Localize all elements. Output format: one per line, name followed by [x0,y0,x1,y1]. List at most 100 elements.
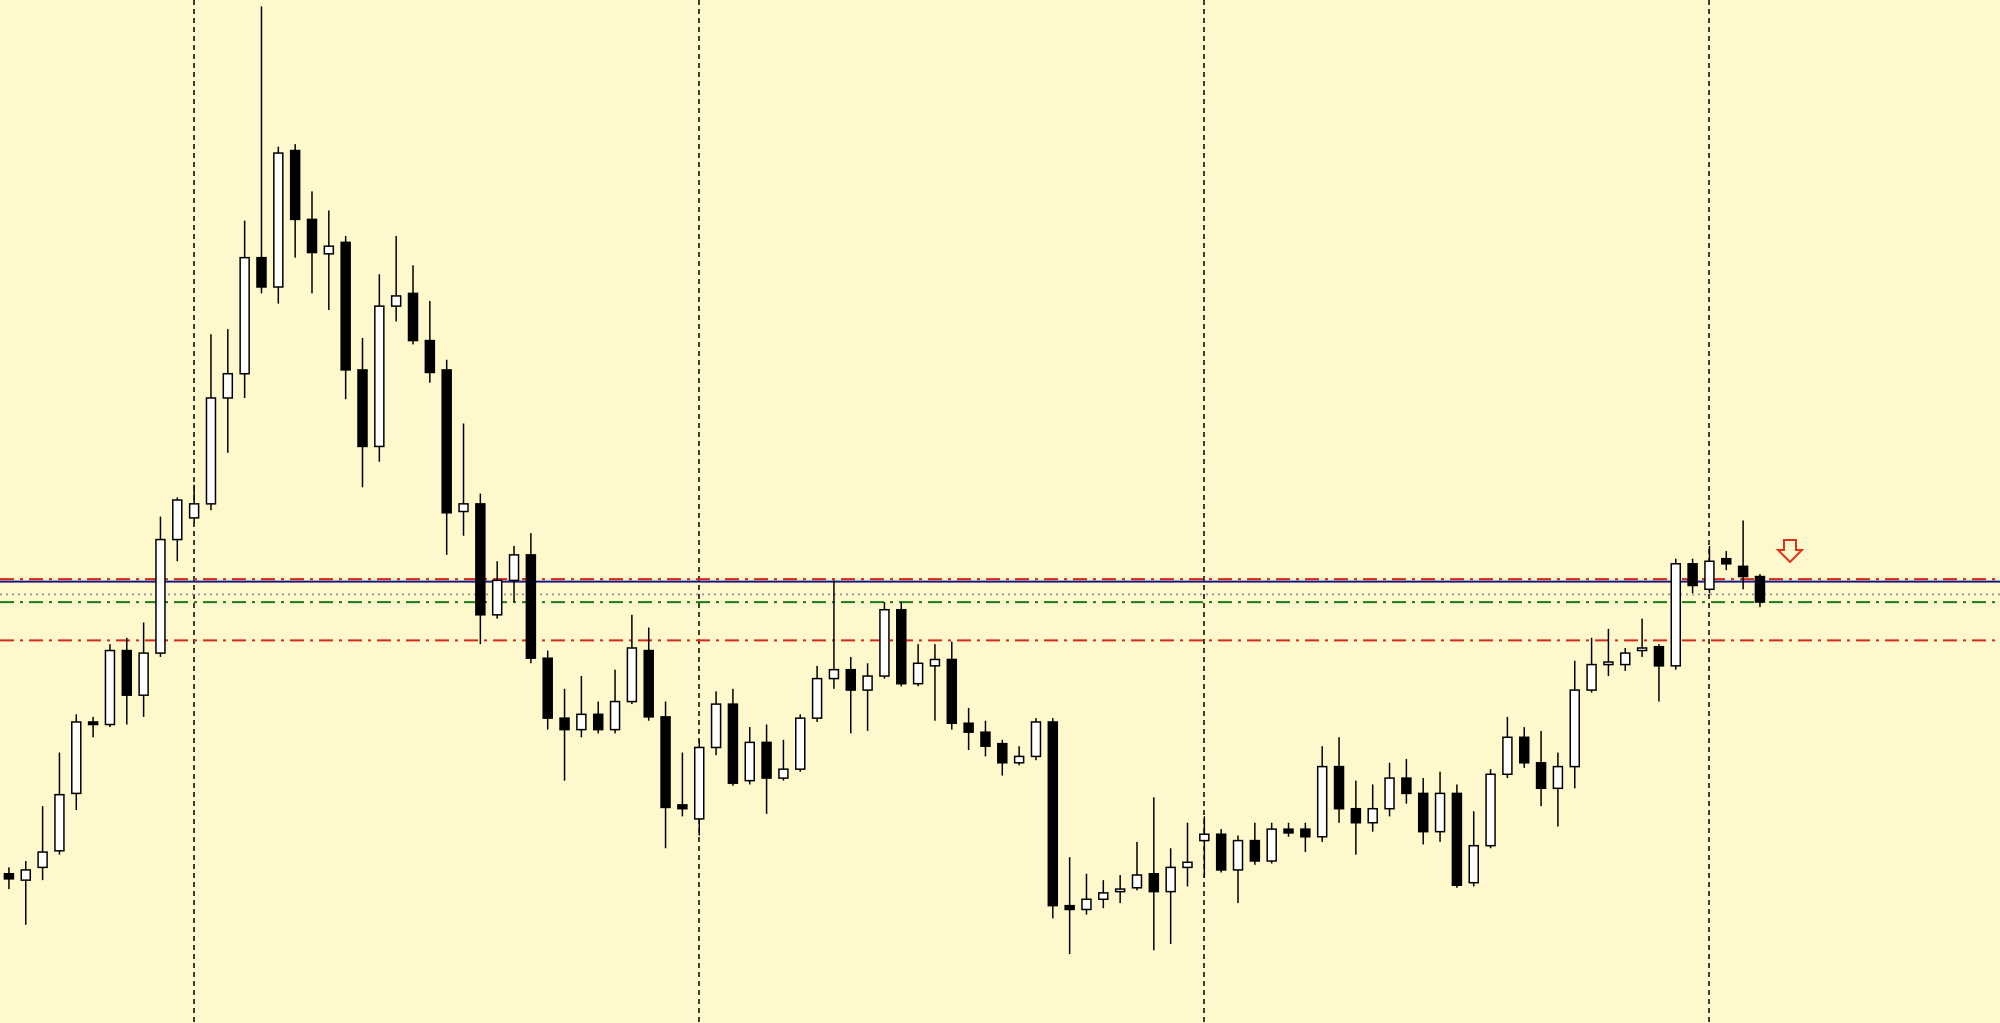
candle-body [407,292,419,342]
candle-body [374,305,385,448]
candle-body [862,675,873,691]
candle-body [1586,663,1597,691]
candle-body [828,668,840,680]
candle-body [912,662,924,685]
candle-body [1266,828,1277,862]
candle-body [1283,828,1294,834]
candle-body [1030,721,1042,758]
candle-body [811,677,823,719]
candle-body [71,721,82,795]
candle-body [896,608,907,685]
candle-body [693,746,705,820]
candle-body [879,608,890,677]
candle-body [1182,861,1193,869]
candle-body [1417,792,1429,833]
candle-body [1620,652,1631,666]
candles [3,6,1766,955]
candle-body [980,731,991,747]
candle-body [289,149,301,221]
candle-body [1704,560,1715,591]
candle-body [1468,844,1479,884]
candle-body [1047,721,1059,907]
candle-body [1384,777,1395,810]
candle-body [323,245,335,255]
candle-body [1367,807,1378,824]
candle-body [54,793,65,852]
candle-body [37,851,48,869]
candle-body [1518,736,1530,764]
candle-body [1098,892,1109,901]
candle-body [1603,661,1614,666]
candle-body [1199,833,1210,842]
sell-arrow [1775,539,1805,564]
candle-body [1350,807,1362,824]
candle-body [1737,565,1749,578]
candle-body [155,538,166,654]
candle-body [1316,765,1328,838]
candle-body [491,579,503,616]
candle-body [508,554,520,582]
candle-body [727,703,739,784]
candle-body [138,652,149,696]
candle-body [1653,645,1665,667]
candle-body [1502,736,1513,776]
candle-body [609,700,621,731]
candle-body [1670,563,1682,667]
candle-body [1485,773,1496,847]
candle-body [256,256,267,288]
candle-body [1401,777,1412,795]
candle-body [963,722,974,733]
candle-body [1552,765,1564,790]
candle-body [795,717,806,770]
candle-body [239,256,250,375]
levels [0,578,2000,642]
candle-body [1131,874,1143,889]
candle-body [1232,839,1244,871]
candle-body [929,658,941,667]
candle-body [559,717,570,731]
candle-body [677,804,688,810]
candle-body [946,658,958,724]
candle-body [761,741,772,779]
candle-body [340,241,351,371]
candle-body [626,647,638,703]
candle-body [424,339,436,374]
candle-body [205,397,217,505]
candle-body [744,741,755,782]
candle-body [475,503,486,616]
candle-body [357,369,368,448]
candle-body [1148,873,1160,893]
candle-body [1535,762,1547,790]
candle-body [87,721,99,726]
candle-body [104,649,116,726]
candle-body [306,218,318,254]
candle-body [188,503,200,519]
candle-body [3,873,15,880]
candle-body [1636,647,1648,652]
candle-body [390,295,402,307]
candle-body [845,668,857,691]
candle-body [1569,689,1580,768]
candle-body [1215,833,1227,871]
candle-body [222,372,234,399]
candle-body [1721,557,1732,565]
candle-body [1451,792,1463,886]
candle-body [441,369,452,514]
candle-body [20,869,32,881]
candle-body [1081,898,1092,911]
candle-body [1165,866,1176,893]
candle-body [525,554,537,659]
candle-body [643,649,654,718]
candle-body [1249,839,1261,862]
candle-body [273,152,284,288]
candle-body [1754,575,1766,603]
candle-body [710,703,722,749]
candle-body [997,742,1008,764]
candle-body [1013,755,1025,764]
candle-body [592,713,604,731]
candle-body [1687,563,1698,587]
candle-body [1434,792,1446,833]
candle-body [576,713,587,731]
